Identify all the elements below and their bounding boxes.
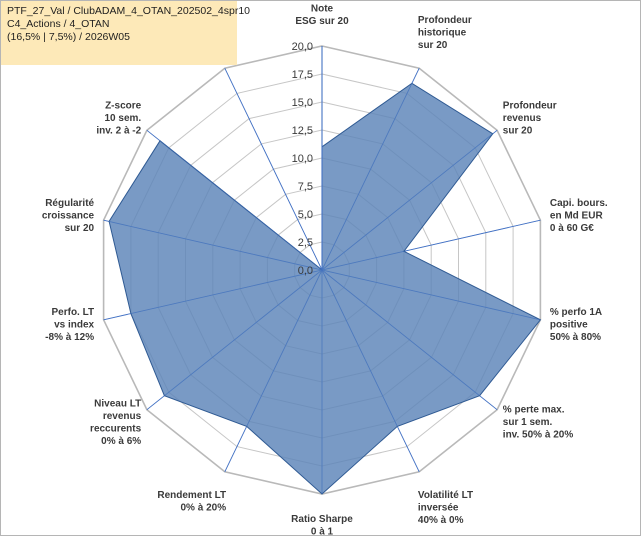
value-tick-label: 7,5 <box>298 181 313 193</box>
category-label-line: sur 1 sem. <box>503 417 553 428</box>
category-label: Rendement LT 0% à 20% <box>157 490 226 514</box>
category-label-line: 0 à 60 G€ <box>550 223 594 234</box>
category-label-line: Régularité <box>45 198 94 209</box>
category-label-line: % perfo 1A <box>550 307 602 318</box>
category-label-line: % perte max. <box>503 405 565 416</box>
portfolio-name: PTF_27_Val / ClubADAM_4_OTAN_202502_4spr… <box>7 5 250 17</box>
value-tick-label: 12,5 <box>292 125 313 137</box>
category-label-line: Note <box>311 4 334 15</box>
portfolio-period: (16,5% | 7,5%) / 2026W05 <box>7 31 130 43</box>
category-label-line: reccurents <box>90 423 142 434</box>
radar-spoke-overlay <box>103 219 323 271</box>
category-label-line: -8% à 12% <box>45 332 94 343</box>
category-label-line: sur 20 <box>65 223 95 234</box>
category-label-line: inv. 50% à 20% <box>503 430 574 441</box>
radar-spoke-overlay <box>224 68 323 271</box>
value-tick-label: 20,0 <box>292 41 313 53</box>
radar-spoke-overlay <box>103 269 323 321</box>
category-label-line: 50% à 80% <box>550 332 601 343</box>
value-axis-ticks: 0,0 2,5 5,0 7,5 10,0 12,5 15,0 17,5 20,0 <box>292 41 313 277</box>
value-tick-label: 0,0 <box>298 265 313 277</box>
category-label-line: en Md EUR <box>550 211 604 222</box>
category-label: Perfo. LT vs index -8% à 12% <box>45 307 94 343</box>
category-label-line: Volatilité LT <box>418 490 473 501</box>
radar-spoke-overlay <box>146 130 323 271</box>
category-label: Régularité croissance sur 20 <box>42 198 95 234</box>
category-label-line: 0 à 1 <box>311 527 334 536</box>
category-label-line: Perfo. LT <box>52 307 95 318</box>
category-label-line: Profondeur <box>503 100 557 111</box>
value-tick-label: 17,5 <box>292 69 313 81</box>
category-label-line: revenus <box>103 411 142 422</box>
value-tick-label: 10,0 <box>292 153 313 165</box>
category-label-line: croissance <box>42 211 95 222</box>
category-label-line: inv. 2 à -2 <box>96 125 141 136</box>
category-label: Profondeur revenus sur 20 <box>503 100 557 136</box>
category-label-line: 0% à 20% <box>181 502 227 513</box>
category-label-line: revenus <box>503 113 542 124</box>
radar-spoke-overlay <box>321 219 541 271</box>
category-label-line: Capi. bours. <box>550 198 608 209</box>
category-label-line: 10 sem. <box>104 113 141 124</box>
category-label-line: sur 20 <box>503 125 533 136</box>
category-label: Z-score 10 sem. inv. 2 à -2 <box>96 100 141 136</box>
radar-spoke-overlay <box>321 269 498 410</box>
category-label: % perte max. sur 1 sem. inv. 50% à 20% <box>503 405 574 441</box>
category-label-line: Rendement LT <box>157 490 226 501</box>
category-label-line: Ratio Sharpe <box>291 514 353 525</box>
category-label: Niveau LT revenus reccurents 0% à 6% <box>90 398 142 447</box>
category-label: Capi. bours. en Md EUR 0 à 60 G€ <box>550 198 608 234</box>
value-tick-label: 5,0 <box>298 209 313 221</box>
category-label-line: sur 20 <box>418 40 448 51</box>
category-label-line: vs index <box>54 319 94 330</box>
radar-spoke-overlay <box>146 269 323 410</box>
radar-spoke-overlay <box>321 130 498 271</box>
category-label: Profondeur historique sur 20 <box>418 15 472 51</box>
value-tick-label: 15,0 <box>292 97 313 109</box>
radar-spoke-overlay <box>321 68 420 271</box>
category-label: Note ESG sur 20 <box>295 4 349 28</box>
category-label-line: positive <box>550 319 588 330</box>
category-label: Volatilité LT inversée 40% à 0% <box>418 490 473 526</box>
category-label-line: 0% à 6% <box>101 436 141 447</box>
value-tick-label: 2,5 <box>298 237 313 249</box>
radar-series-area <box>108 82 542 495</box>
portfolio-info-box: PTF_27_Val / ClubADAM_4_OTAN_202502_4spr… <box>1 1 250 65</box>
radar-spoke-overlay <box>224 269 323 472</box>
category-label-line: inversée <box>418 502 459 513</box>
category-label-line: historique <box>418 28 467 39</box>
category-label-line: ESG sur 20 <box>295 16 349 27</box>
category-label-line: Z-score <box>105 100 142 111</box>
radar-spoke-overlay <box>321 269 420 472</box>
radar-spoke-overlay <box>321 269 541 321</box>
category-label: Ratio Sharpe 0 à 1 <box>291 514 353 536</box>
category-label: % perfo 1A positive 50% à 80% <box>550 307 602 343</box>
category-label-line: Niveau LT <box>94 398 141 409</box>
portfolio-category: C4_Actions / 4_OTAN <box>7 18 110 30</box>
category-label-line: 40% à 0% <box>418 515 464 526</box>
category-label-line: Profondeur <box>418 15 472 26</box>
